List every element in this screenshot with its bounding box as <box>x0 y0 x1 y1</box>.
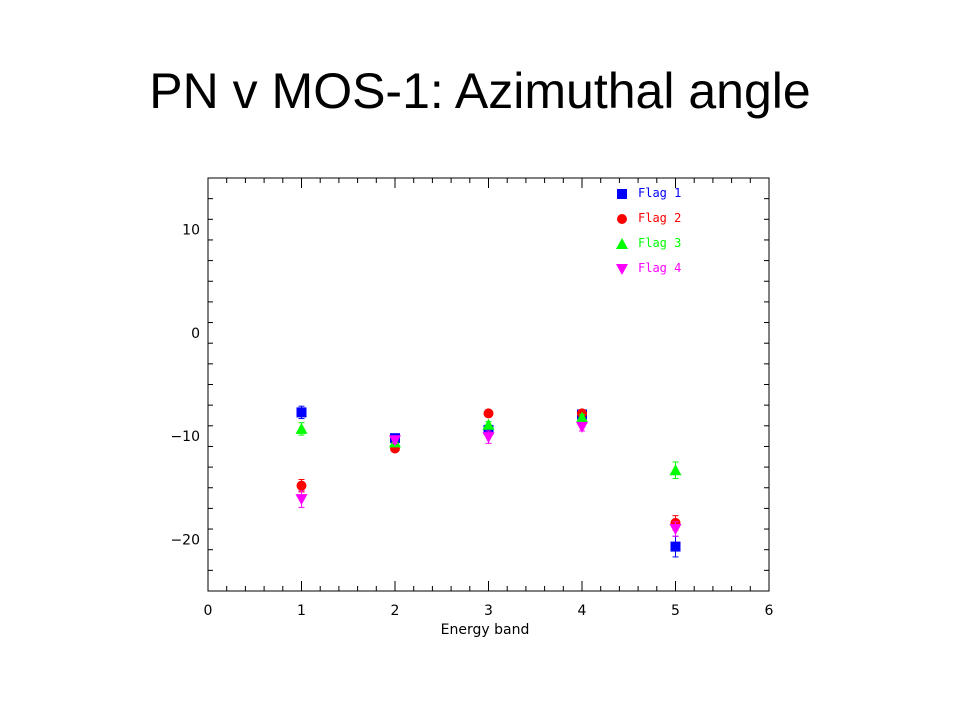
data-point <box>670 541 681 552</box>
plot-frame <box>207 177 770 592</box>
legend-label: Flag 2 <box>638 211 681 225</box>
data-points <box>295 405 682 558</box>
x-tick-label: 1 <box>297 603 306 619</box>
y-tick-label: 10 <box>182 223 200 239</box>
data-point <box>295 422 308 434</box>
data-point <box>483 424 494 435</box>
data-point <box>483 408 494 419</box>
data-point <box>296 480 307 491</box>
data-point <box>576 411 588 423</box>
y-tick-label: −10 <box>170 429 200 445</box>
series-4 <box>295 421 682 537</box>
legend-marker <box>617 189 627 199</box>
data-point <box>482 432 495 444</box>
x-tick-label: 6 <box>765 603 774 619</box>
legend-marker <box>616 238 628 249</box>
x-axis-label: Energy band <box>441 622 530 638</box>
legend: Flag 1 Flag 2 Flag 3 Flag 4 <box>616 186 681 275</box>
series-3 <box>295 411 682 479</box>
y-tick-label: 0 <box>191 326 200 342</box>
data-point <box>482 418 495 430</box>
legend-label: Flag 4 <box>638 261 681 275</box>
data-point <box>389 435 401 447</box>
x-tick-label: 3 <box>484 603 493 619</box>
x-tick-labels: 0 1 2 3 4 5 6 <box>204 603 774 619</box>
legend-label: Flag 1 <box>638 186 681 200</box>
x-tick-label: 5 <box>671 603 680 619</box>
x-tick-label: 2 <box>391 603 400 619</box>
legend-marker <box>616 264 628 275</box>
data-point <box>295 494 308 506</box>
data-point <box>669 464 682 476</box>
data-point <box>669 524 682 536</box>
y-tick-labels: 10 0 −10 −20 <box>170 223 200 549</box>
data-point <box>296 407 307 418</box>
x-tick-label: 4 <box>578 603 587 619</box>
legend-marker <box>617 214 627 224</box>
data-point <box>576 421 588 433</box>
legend-label: Flag 3 <box>638 236 681 250</box>
x-tick-label: 0 <box>204 603 213 619</box>
page-title: PN v MOS-1: Azimuthal angle <box>149 63 811 119</box>
y-tick-label: −20 <box>170 532 200 548</box>
axis-ticks <box>207 177 770 592</box>
